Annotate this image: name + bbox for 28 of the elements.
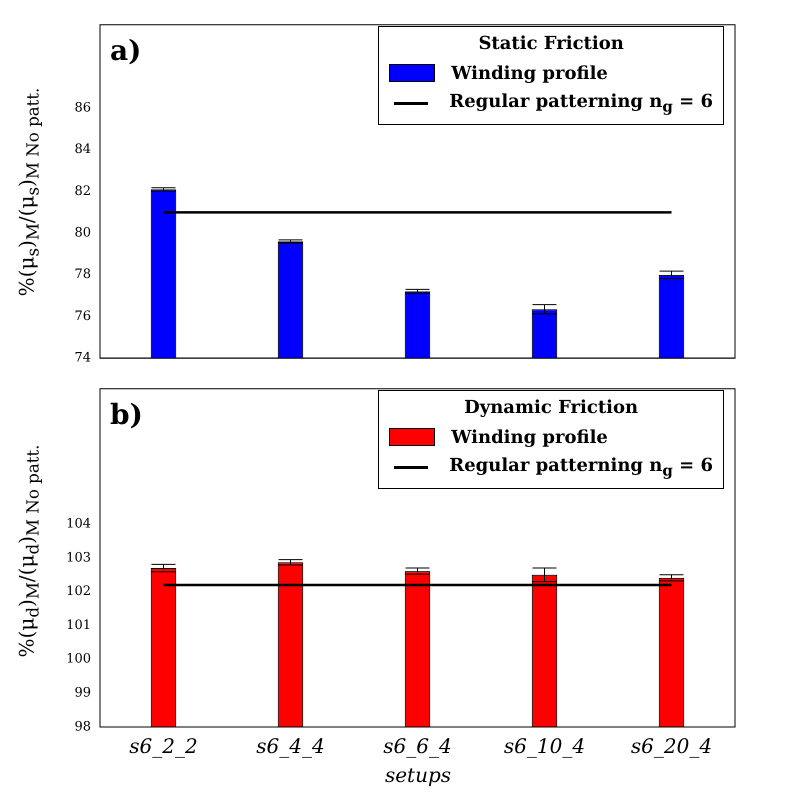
x-tick-label: s6_20_4: [630, 734, 712, 758]
annotation: b): [110, 398, 143, 431]
y-tick-label: 76: [74, 308, 91, 324]
y-tick-label: 103: [66, 550, 91, 566]
legend-title: Dynamic Friction: [463, 397, 640, 418]
legend-title: Static Friction: [477, 33, 625, 54]
x-tick-label: s6_2_2: [129, 734, 198, 758]
legend-label: Winding profile: [451, 426, 608, 448]
y-tick-label: 98: [74, 719, 91, 734]
y-tick-label: 86: [74, 100, 91, 116]
x-axis-title: setups: [384, 763, 452, 787]
legend-label: Winding profile: [451, 62, 608, 84]
legend-label: Regular patterning n$_{g}$ = 6: [449, 454, 713, 480]
y-tick-label: 74: [74, 350, 91, 366]
y-tick-label: 84: [74, 142, 91, 158]
y-tick-label: 101: [66, 618, 91, 633]
x-tick-label: s6_10_4: [504, 734, 586, 758]
y-tick-label: 99: [74, 686, 91, 701]
legend-label: Regular patterning n$_{g}$ = 6: [449, 90, 713, 116]
y-tick-label: 102: [66, 584, 91, 600]
annotation: a): [110, 34, 142, 67]
y-tick-label: 78: [74, 267, 91, 282]
y-tick-label: 80: [74, 226, 91, 241]
y-tick-label: 100: [66, 652, 91, 667]
x-tick-label: s6_6_4: [383, 734, 452, 758]
y-tick-label: 104: [66, 516, 91, 532]
x-tick-label: s6_4_4: [256, 734, 325, 758]
y-tick-label: 82: [74, 184, 91, 199]
